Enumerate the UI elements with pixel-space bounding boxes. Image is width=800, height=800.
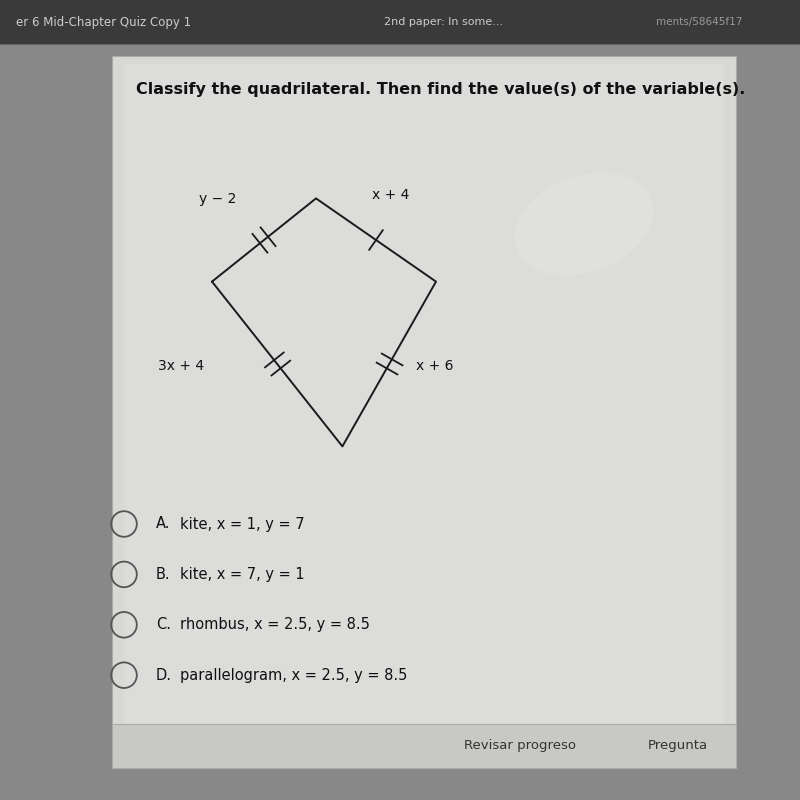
Text: 3x + 4: 3x + 4 bbox=[158, 358, 204, 373]
Text: x + 4: x + 4 bbox=[372, 188, 410, 202]
Bar bbox=[112, 724, 736, 768]
Text: x + 6: x + 6 bbox=[416, 358, 454, 373]
Text: B.: B. bbox=[156, 567, 170, 582]
Text: Pregunta: Pregunta bbox=[648, 739, 708, 752]
Text: Classify the quadrilateral. Then find the value(s) of the variable(s).: Classify the quadrilateral. Then find th… bbox=[136, 82, 746, 97]
FancyBboxPatch shape bbox=[124, 64, 724, 752]
Text: Revisar progreso: Revisar progreso bbox=[464, 739, 576, 752]
Bar bbox=[0, 0, 800, 44]
Text: 2nd paper: In some...: 2nd paper: In some... bbox=[384, 18, 503, 27]
Text: kite, x = 1, y = 7: kite, x = 1, y = 7 bbox=[180, 517, 305, 531]
Text: er 6 Mid-Chapter Quiz Copy 1: er 6 Mid-Chapter Quiz Copy 1 bbox=[16, 16, 191, 29]
Ellipse shape bbox=[514, 173, 654, 275]
Text: C.: C. bbox=[156, 618, 171, 632]
Text: kite, x = 7, y = 1: kite, x = 7, y = 1 bbox=[180, 567, 305, 582]
Text: y − 2: y − 2 bbox=[198, 192, 236, 206]
Text: ments/58645f17: ments/58645f17 bbox=[656, 18, 742, 27]
Text: D.: D. bbox=[156, 668, 172, 682]
FancyBboxPatch shape bbox=[112, 56, 736, 768]
Text: rhombus, x = 2.5, y = 8.5: rhombus, x = 2.5, y = 8.5 bbox=[180, 618, 370, 632]
Text: parallelogram, x = 2.5, y = 8.5: parallelogram, x = 2.5, y = 8.5 bbox=[180, 668, 407, 682]
Text: A.: A. bbox=[156, 517, 170, 531]
